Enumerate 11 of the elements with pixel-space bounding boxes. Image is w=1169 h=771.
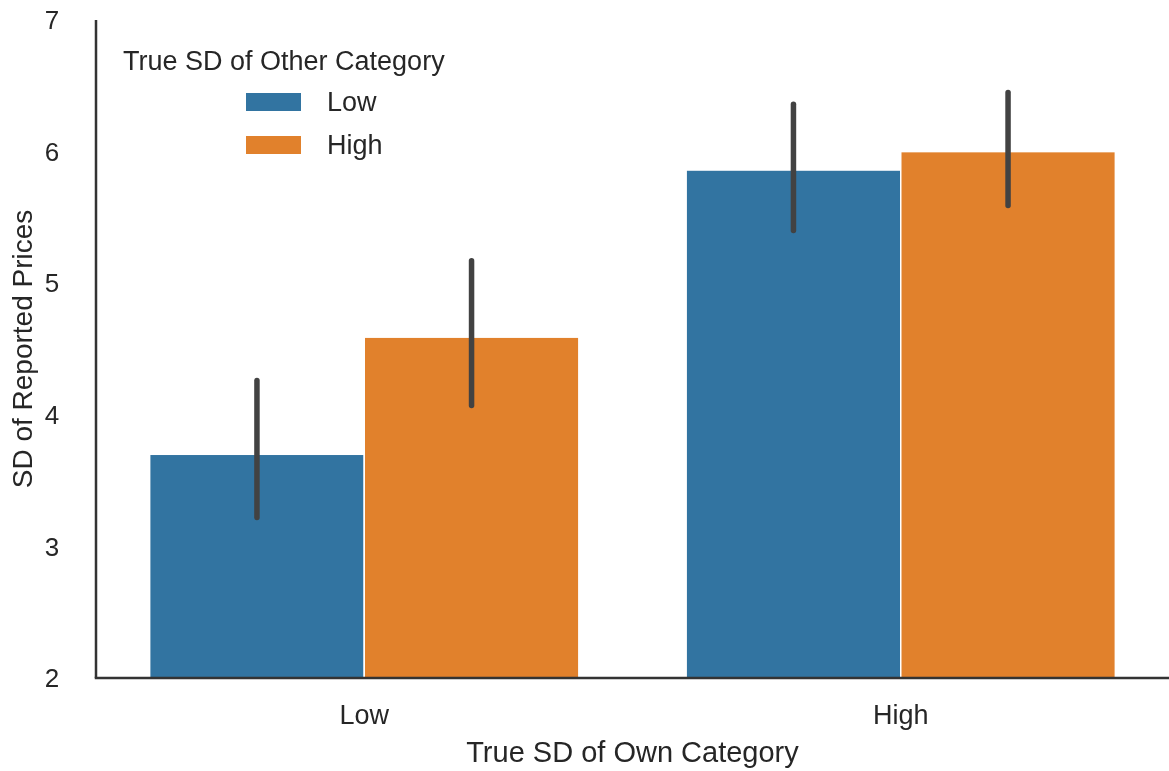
x-axis-title: True SD of Own Category [466, 736, 800, 768]
y-tick-label: 2 [44, 663, 60, 694]
y-axis-title: SD of Reported Prices [7, 209, 38, 489]
legend-label: Low [327, 87, 378, 118]
y-tick-label: 6 [44, 136, 60, 167]
y-tick-label: 5 [44, 268, 60, 299]
legend-label: High [327, 130, 383, 161]
y-tick-label: 3 [44, 531, 60, 562]
legend-title: True SD of Other Category [123, 46, 446, 76]
y-tick-label: 7 [44, 5, 60, 36]
y-tick-label: 4 [44, 399, 60, 430]
